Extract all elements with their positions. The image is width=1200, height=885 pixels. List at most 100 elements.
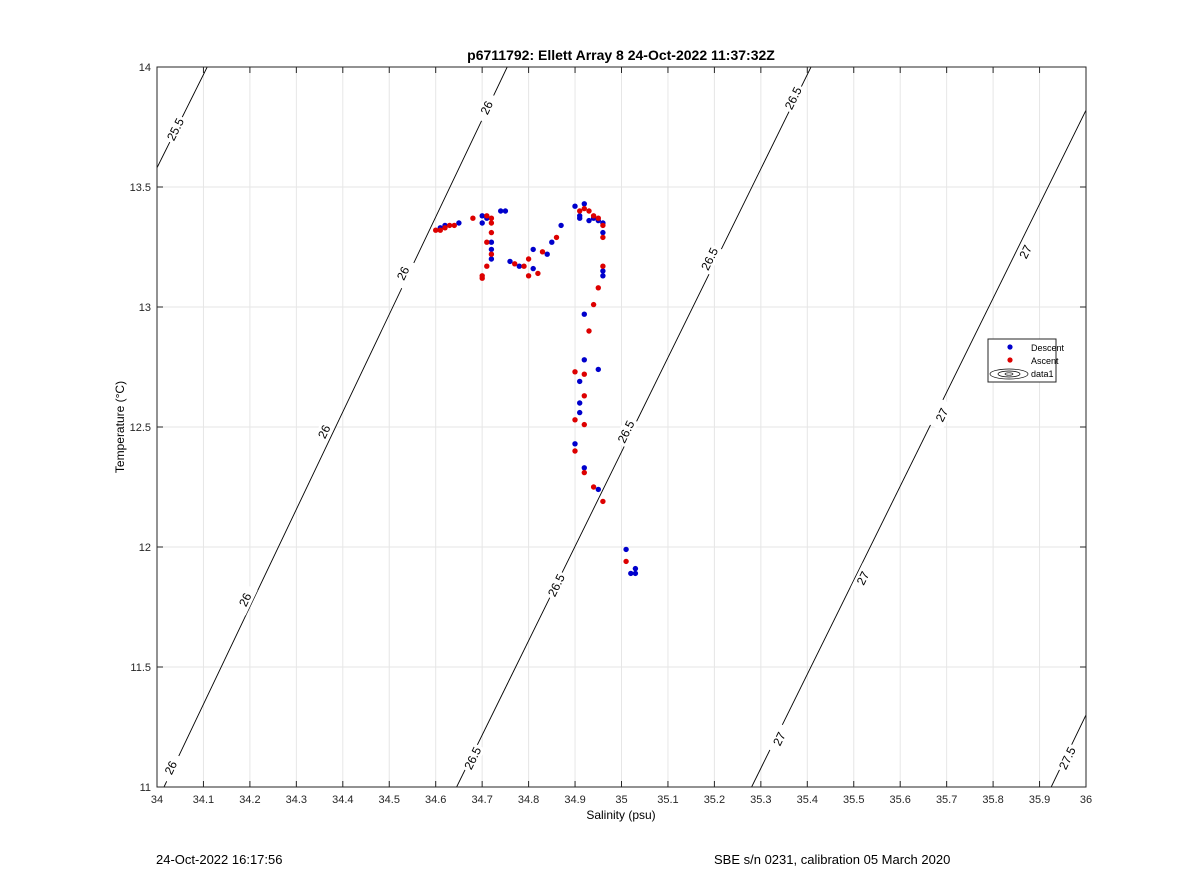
contour-label-gap	[1055, 742, 1080, 774]
data-point	[530, 265, 536, 272]
data-point	[586, 217, 592, 224]
contour-label-gap	[158, 752, 184, 784]
data-point	[595, 285, 601, 291]
data-point	[539, 249, 546, 255]
x-tick-label: 34	[151, 794, 163, 806]
data-point	[553, 234, 560, 241]
data-point	[484, 213, 490, 219]
x-tick-label: 34.1	[193, 794, 214, 806]
data-point	[572, 369, 578, 375]
x-tick-label: 35.3	[750, 794, 771, 806]
data-point	[577, 215, 583, 221]
data-point	[484, 263, 490, 269]
data-point	[572, 417, 578, 423]
data-point	[525, 256, 532, 262]
data-point	[433, 227, 439, 233]
contour-label-gap	[163, 113, 189, 146]
x-tick-label: 34.4	[332, 794, 353, 806]
contour-label: 27	[933, 406, 952, 424]
x-tick-label: 35.5	[843, 794, 864, 806]
legend: Descent Ascent data1	[987, 338, 1065, 383]
y-tick-label: 12	[139, 542, 151, 554]
data-point	[577, 400, 583, 406]
y-tick-label: 11	[140, 782, 151, 794]
contour-label: 27	[770, 730, 789, 748]
data-point	[572, 203, 578, 209]
data-point	[488, 229, 495, 236]
data-point	[600, 222, 606, 229]
series-ascent	[433, 205, 629, 565]
x-axis-ticks: 34 34.1 34.2 34.3 34.4 34.5 34.6 34.7 34.8 34.9 35…	[151, 67, 1092, 806]
x-tick-label: 34.8	[518, 794, 539, 806]
data-point	[577, 378, 583, 385]
legend-data1-label: data1	[1031, 369, 1054, 379]
legend-ascent-label: Ascent	[1031, 356, 1059, 366]
data-point	[479, 213, 485, 219]
data-point	[581, 357, 587, 363]
y-tick-label: 13	[139, 302, 151, 314]
x-tick-label: 35.1	[657, 794, 678, 806]
x-tick-label: 34.3	[286, 794, 307, 806]
x-tick-label: 35.4	[797, 794, 818, 806]
x-axis-label: Salinity (psu)	[586, 808, 655, 822]
contour-label: 26	[162, 758, 181, 776]
contour-label-gap	[232, 584, 258, 616]
contour-label-gap	[697, 243, 723, 275]
data-point	[572, 448, 578, 454]
x-tick-label: 35.6	[889, 794, 910, 806]
data-point	[581, 311, 587, 317]
data-point	[632, 570, 639, 577]
data-point	[535, 270, 541, 277]
data-point	[512, 261, 518, 267]
data-point	[628, 570, 634, 577]
data-point	[470, 215, 476, 221]
x-tick-label: 35.2	[704, 794, 725, 806]
data-point	[590, 213, 597, 219]
grid	[157, 67, 1086, 787]
data-point	[530, 246, 536, 253]
data-point	[581, 465, 587, 471]
y-axis-label: Temperature (°C)	[113, 381, 127, 473]
data-point	[577, 208, 583, 214]
data-point	[600, 263, 606, 269]
x-tick-label: 36	[1080, 794, 1092, 806]
data-point	[446, 222, 453, 229]
data-point	[437, 227, 443, 233]
data-point	[590, 301, 597, 308]
x-tick-label: 34.6	[425, 794, 446, 806]
data-point	[600, 234, 606, 241]
data-point	[451, 222, 457, 229]
contour-label: 27	[854, 569, 873, 587]
data-point	[507, 258, 513, 265]
x-tick-label: 35.8	[982, 794, 1003, 806]
data-point	[484, 239, 490, 245]
data-point	[595, 366, 601, 373]
data-point	[581, 371, 587, 377]
chart-title: p6711792: Ellett Array 8 24-Oct-2022 11:…	[467, 47, 775, 63]
data-point	[544, 251, 550, 257]
data-point	[572, 441, 578, 447]
contour-label-gap	[390, 257, 416, 290]
data-point	[581, 393, 587, 399]
data-point	[442, 225, 448, 231]
data-point	[581, 201, 587, 207]
data-point	[479, 275, 485, 281]
contour-label-gap	[460, 742, 486, 774]
contour-label-gap	[766, 723, 792, 755]
contour-label-gap	[613, 416, 639, 448]
data-point	[586, 208, 592, 214]
data-point	[600, 273, 606, 279]
legend-descent-marker	[1007, 344, 1013, 350]
data-point	[502, 208, 509, 214]
x-tick-label: 35.9	[1029, 794, 1050, 806]
data-point	[558, 222, 564, 229]
contour-label-gap	[850, 562, 876, 594]
data-point	[623, 558, 629, 565]
contour-label: 27	[1016, 242, 1035, 260]
x-tick-label: 34.2	[239, 794, 260, 806]
data-point	[479, 220, 485, 226]
contour-label-gap	[780, 82, 806, 114]
data-point	[586, 328, 592, 334]
legend-box	[987, 338, 1057, 383]
contour-line	[751, 110, 1086, 787]
